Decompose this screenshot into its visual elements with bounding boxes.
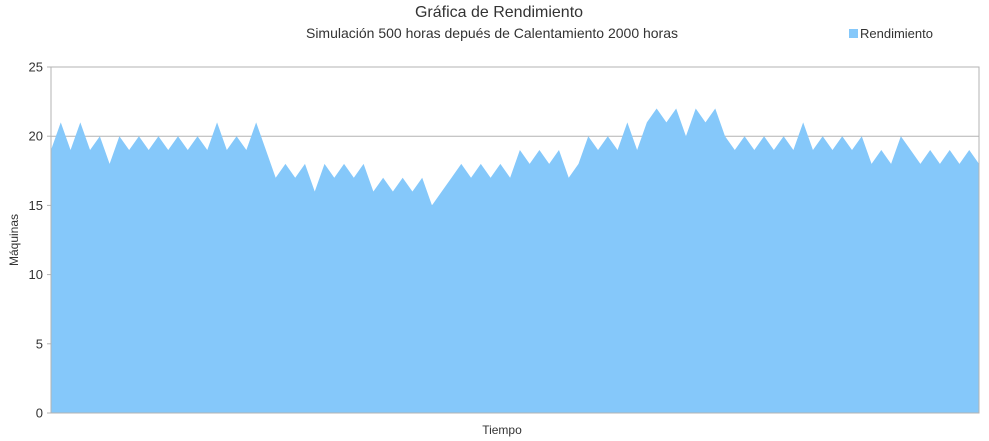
plot-area [51,108,979,414]
y-tick-label: 5 [36,336,43,351]
legend-label: Rendimiento [860,26,933,41]
legend: Rendimiento [849,26,933,41]
y-tick-labels: 0 5 10 15 20 25 [29,60,43,421]
axes [47,66,980,414]
y-axis-label: Máquinas [7,214,21,266]
series-area-rendimiento [51,108,979,414]
x-axis-label: Tiempo [482,423,522,437]
y-tick-label: 15 [29,198,43,213]
y-tick-label: 10 [29,267,43,282]
chart-title: Gráfica de Rendimiento [415,4,583,21]
y-tick-label: 25 [29,60,43,75]
y-tick-label: 0 [36,406,43,421]
y-tick-label: 20 [29,129,43,144]
chart-subtitle: Simulación 500 horas depués de Calentami… [306,25,678,41]
plot-frame [50,66,980,414]
legend-swatch [849,29,858,38]
